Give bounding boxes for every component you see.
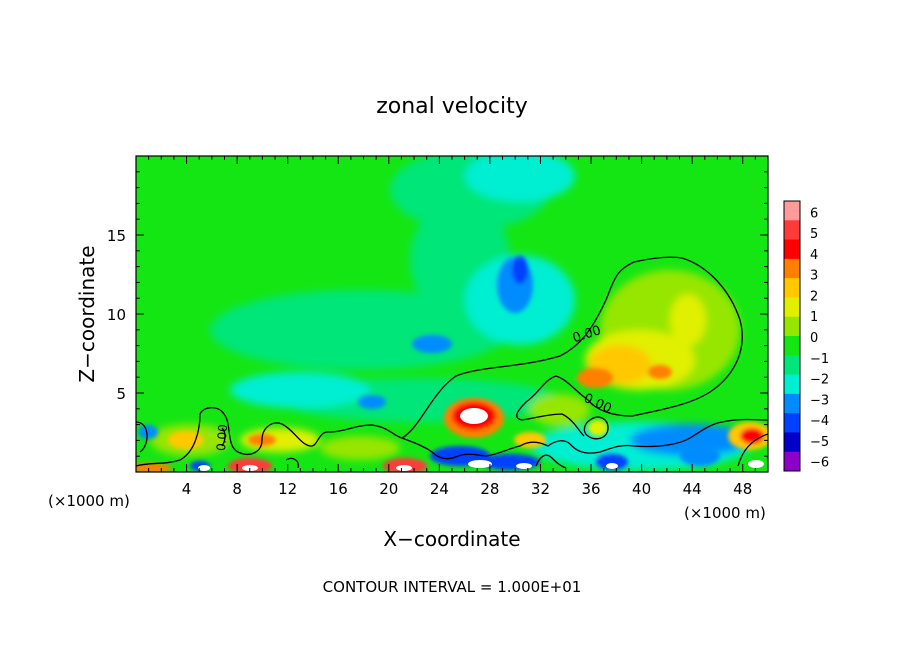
- x-tick-label: 36: [581, 480, 600, 498]
- colorbar-label: −6: [810, 456, 829, 471]
- colorbar-swatch: [784, 201, 800, 221]
- colorbar-label: 2: [810, 289, 818, 304]
- colorbar-label: 5: [810, 227, 818, 242]
- x-tick-label: 16: [329, 480, 348, 498]
- colorbar-swatch: [784, 278, 800, 298]
- x-unit-left: (×1000 m): [48, 492, 130, 510]
- colorbar-swatch: [784, 316, 800, 337]
- colorbar-label: 0: [810, 331, 818, 346]
- x-tick-label: 28: [480, 480, 499, 498]
- heatmap-field: 0.00 0.00 0.00: [136, 156, 768, 472]
- colorbar-label: 1: [810, 310, 818, 325]
- colorbar-swatch: [784, 374, 800, 395]
- x-tick-label: 32: [531, 480, 550, 498]
- x-unit-right: (×1000 m): [684, 504, 766, 522]
- x-tick-label: 20: [379, 480, 398, 498]
- colorbar-swatch: [784, 239, 800, 260]
- colorbar: 6 5 4 3 2 1 0 −1 −2 −3 −4 −5 −6: [783, 200, 829, 472]
- x-tick-label: 40: [632, 480, 651, 498]
- colorbar-label: −1: [810, 352, 829, 367]
- zero-contour: [136, 256, 768, 469]
- colorbar-swatch: [784, 355, 800, 376]
- chart-title: zonal velocity: [376, 94, 528, 119]
- contour-interval-note: CONTOUR INTERVAL = 1.000E+01: [323, 578, 582, 596]
- x-tick-label: 8: [232, 480, 242, 498]
- colorbar-label: −4: [810, 414, 829, 429]
- x-tick-label: 44: [683, 480, 702, 498]
- colorbar-frame: [783, 200, 801, 472]
- colorbar-swatch: [784, 413, 800, 433]
- x-axis: 4 8 12 16 20 24 28 32 36 40 44 48: [148, 156, 756, 498]
- colorbar-label: 4: [810, 248, 818, 263]
- colorbar-swatch: [784, 297, 800, 318]
- colorbar-label: −2: [810, 373, 829, 388]
- colorbar-swatch: [784, 258, 800, 279]
- x-tick-label: 12: [278, 480, 297, 498]
- y-tick-label: 5: [116, 385, 126, 403]
- colorbar-swatch: [784, 220, 800, 241]
- y-axis-label: Z−coordinate: [75, 245, 99, 382]
- x-axis-label: X−coordinate: [383, 527, 520, 551]
- y-tick-label: 10: [107, 306, 126, 324]
- colorbar-label: 3: [810, 269, 818, 284]
- y-axis: 5 10 15: [107, 171, 768, 457]
- colorbar-swatch: [784, 336, 800, 356]
- contour-label-3: 0.00: [214, 424, 230, 452]
- x-tick-label: 4: [182, 480, 192, 498]
- colorbar-label: 6: [810, 206, 818, 221]
- x-tick-label: 24: [430, 480, 449, 498]
- y-tick-label: 15: [107, 227, 126, 245]
- max-core: [460, 408, 488, 424]
- colorbar-label: −3: [810, 393, 829, 408]
- colorbar-swatch: [784, 451, 800, 472]
- colorbar-swatch: [784, 393, 800, 414]
- colorbar-label: −5: [810, 435, 829, 450]
- x-tick-label: 48: [733, 480, 752, 498]
- colorbar-swatch: [784, 432, 800, 453]
